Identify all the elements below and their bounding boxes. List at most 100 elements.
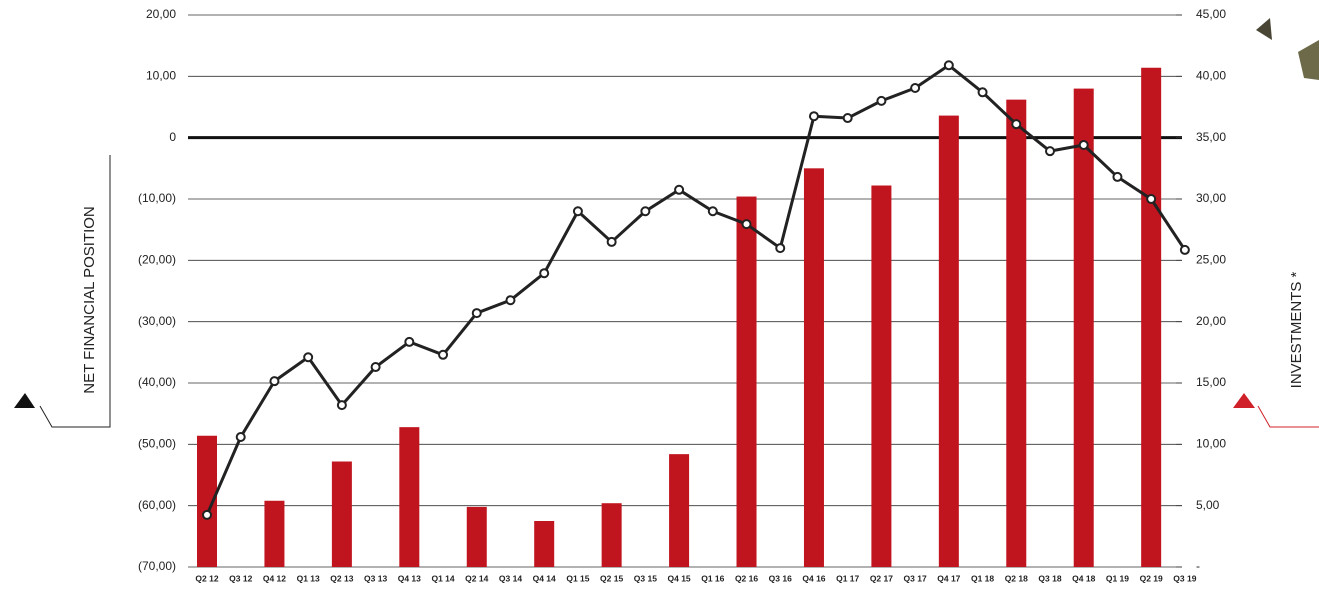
y-tick-label: (60,00) [138, 498, 176, 512]
y-tick-label: 10,00 [146, 69, 176, 83]
line [205, 63, 1187, 516]
line-point [977, 87, 988, 98]
x-tick-label: Q3 17 [904, 573, 927, 583]
x-tick-label: Q1 18 [971, 573, 994, 583]
line-point [572, 206, 583, 217]
line-point [943, 60, 954, 71]
decor-shape [1256, 18, 1272, 40]
x-tick-label: Q2 16 [735, 573, 758, 583]
line-point [1179, 244, 1190, 255]
y2-axis-title: INVESTMENTS * [1288, 271, 1305, 388]
x-tick-label: Q3 18 [1038, 573, 1061, 583]
y2-tick-label: - [1196, 559, 1200, 573]
y-tick-label: (30,00) [138, 314, 176, 328]
y-tick-label: (70,00) [138, 559, 176, 573]
line-point [269, 376, 280, 387]
line-point [741, 219, 752, 230]
y-axis-title: NET FINANCIAL POSITION [81, 206, 98, 394]
line-point [471, 308, 482, 319]
x-tick-label: Q2 19 [1140, 573, 1163, 583]
x-tick-label: Q3 12 [229, 573, 252, 583]
x-tick-label: Q3 14 [499, 573, 522, 583]
y2-tick-label: 20,00 [1196, 314, 1226, 328]
line-point [1011, 119, 1022, 130]
line-point [404, 336, 415, 347]
y2-tick-label: 30,00 [1196, 191, 1226, 205]
y2-tick-label: 15,00 [1196, 375, 1226, 389]
y2-tick-label: 45,00 [1196, 7, 1226, 21]
bar [938, 115, 959, 567]
bar [736, 196, 757, 567]
x-tick-label: Q4 12 [263, 573, 286, 583]
bar [803, 168, 824, 568]
line-point [606, 236, 617, 247]
y-tick-label: 0 [169, 130, 176, 144]
bar [534, 521, 555, 567]
decor-bracket [39, 155, 111, 428]
line-point [539, 268, 550, 279]
line-point [438, 349, 449, 360]
x-tick-label: Q4 17 [937, 573, 960, 583]
x-tick-label: Q1 15 [566, 573, 589, 583]
bar [669, 454, 690, 567]
line-point [775, 243, 786, 254]
x-tick-label: Q4 18 [1072, 573, 1095, 583]
x-tick-label: Q2 15 [600, 573, 623, 583]
y2-tick-label: 25,00 [1196, 253, 1226, 267]
x-tick-label: Q2 13 [330, 573, 353, 583]
line-point [707, 206, 718, 217]
y2-tick-label: 35,00 [1196, 130, 1226, 144]
bar [1141, 67, 1162, 567]
x-tick-label: Q1 16 [701, 573, 724, 583]
decor-bracket [1257, 405, 1319, 428]
line-point [1112, 171, 1123, 182]
x-tick-label: Q1 14 [431, 573, 454, 583]
x-tick-label: Q4 15 [668, 573, 691, 583]
line-point [370, 362, 381, 373]
line-point [674, 184, 685, 195]
x-tick-label: Q4 16 [802, 573, 825, 583]
y-tick-label: (40,00) [138, 375, 176, 389]
bar [331, 461, 352, 567]
x-tick-label: Q1 17 [836, 573, 859, 583]
y2-tick-label: 10,00 [1196, 437, 1226, 451]
bar [197, 435, 217, 567]
bar [601, 503, 622, 567]
bar [1006, 99, 1027, 567]
line-point [202, 509, 212, 520]
line-point [876, 95, 887, 106]
decor-triangle [1233, 393, 1255, 408]
bar [264, 500, 285, 567]
x-tick-label: Q3 19 [1173, 573, 1196, 583]
x-tick-label: Q3 16 [769, 573, 792, 583]
line-point [303, 352, 314, 363]
y-tick-label: (20,00) [138, 253, 176, 267]
decor-shape [1298, 40, 1319, 80]
x-tick-label: Q2 14 [465, 573, 488, 583]
bar [1073, 88, 1094, 567]
line-point [842, 113, 853, 124]
x-tick-label: Q3 15 [634, 573, 657, 583]
line-point [1146, 194, 1157, 204]
bar [399, 427, 420, 567]
line-point [910, 82, 921, 93]
x-tick-label: Q4 14 [533, 573, 556, 583]
line-point [336, 400, 347, 411]
x-tick-label: Q2 17 [870, 573, 893, 583]
line-point [505, 295, 516, 306]
x-tick-label: Q2 12 [195, 573, 218, 583]
y2-tick-label: 40,00 [1196, 69, 1226, 83]
x-tick-label: Q4 13 [398, 573, 421, 583]
line-point [640, 206, 651, 217]
line-point [808, 111, 819, 122]
bar [466, 506, 487, 567]
y-tick-label: 20,00 [146, 7, 176, 21]
x-tick-label: Q1 13 [297, 573, 320, 583]
decor-triangle [14, 393, 35, 408]
y2-tick-label: 5,00 [1196, 498, 1220, 512]
x-tick-label: Q1 19 [1106, 573, 1129, 583]
y-tick-label: (50,00) [138, 437, 176, 451]
y-tick-label: (10,00) [138, 191, 176, 205]
line-point [1045, 146, 1055, 157]
